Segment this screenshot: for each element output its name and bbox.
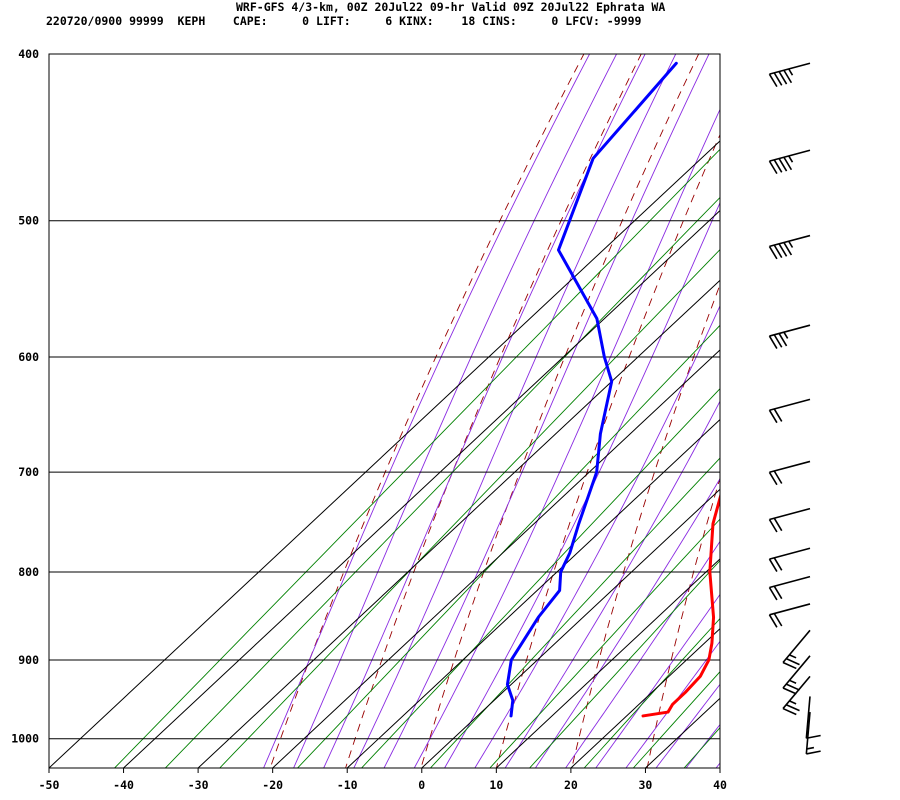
isotherm-line (719, 767, 720, 768)
isotherm-line (570, 627, 720, 768)
moist-adiabat-line (735, 16, 900, 783)
wind-barb (805, 696, 821, 740)
moist-adiabat-line (715, 762, 720, 768)
mixing-ratio-line (164, 196, 720, 768)
isotherm-line (197, 279, 720, 768)
mixing-ratio-line (296, 324, 720, 768)
mixing-ratio-line (583, 617, 720, 768)
x-tick-label: -30 (188, 778, 209, 792)
x-tick-label: -40 (113, 778, 134, 792)
wind-barbs (768, 62, 821, 755)
temperature-line (641, 492, 720, 718)
moist-adiabat-line (685, 723, 720, 768)
mixing-ratio-line (113, 148, 720, 768)
moist-adiabat-line (534, 477, 720, 768)
dry-adiabat-line (720, 16, 900, 783)
x-tick-label: 40 (713, 778, 727, 792)
dry-adiabat-line (269, 54, 585, 768)
dry-adiabat-line (420, 54, 700, 768)
isotherm-line (421, 488, 720, 768)
wind-barb (805, 712, 821, 755)
moist-adiabat-line (293, 54, 618, 768)
wind-barb (768, 62, 811, 88)
x-tick-label: 20 (564, 778, 578, 792)
wind-barb (768, 398, 811, 424)
wind-barb (782, 629, 811, 670)
mixing-ratio-line (219, 248, 720, 768)
background-lines (113, 16, 900, 783)
plot-frame (48, 53, 721, 769)
wind-barb (768, 507, 811, 533)
mixing-ratio-line (360, 388, 720, 768)
dewpoint-line (505, 61, 678, 718)
axis-labels: 400 500 600 700 800 900 1000 -50 -40 -30 -20 -10 0 10… (11, 47, 727, 792)
isotherm-line (645, 697, 720, 768)
wind-barb (768, 547, 811, 572)
wind-barb (782, 655, 811, 695)
moist-adiabat-line (353, 54, 677, 768)
x-tick-label: 30 (639, 778, 653, 792)
mixing-ratio-line (489, 518, 720, 768)
sounding-indices: 220720/0900 99999 KEPH CAPE: 0 LIFT: 6 K… (46, 14, 642, 28)
wind-barb (768, 603, 811, 628)
dry-adiabat-line (872, 16, 900, 783)
x-tick-label: 10 (489, 778, 503, 792)
moist-adiabat-line (625, 640, 720, 768)
isotherm-line (346, 418, 720, 768)
moist-adiabat-line (474, 304, 720, 768)
x-tick-label: 0 (418, 778, 425, 792)
wind-barb (768, 575, 811, 601)
dry-adiabat-line (796, 16, 900, 783)
wind-barb (768, 460, 811, 486)
moist-adiabat-line (655, 683, 720, 768)
y-tick-label: 800 (18, 565, 39, 579)
dry-adiabat-line (495, 133, 720, 768)
isotherm-line (272, 349, 720, 768)
isotherm-isobar-grid (49, 54, 720, 768)
y-tick-label: 600 (18, 350, 39, 364)
mixing-ratio-line (429, 457, 720, 768)
moist-adiabat-line (565, 540, 720, 768)
mixing-ratio-line (632, 670, 720, 768)
moist-adiabat-line (263, 54, 591, 768)
mixing-ratio-line (528, 559, 720, 768)
y-tick-label: 700 (18, 465, 39, 479)
moist-adiabat-line (413, 108, 720, 768)
sounding-series (505, 61, 720, 718)
y-tick-label: 500 (18, 214, 39, 228)
x-tick-label: -20 (262, 778, 283, 792)
moist-adiabat-line (444, 201, 720, 768)
isotherm-line (123, 209, 720, 768)
isotherm-line (495, 558, 720, 768)
dry-adiabat-line (646, 476, 720, 768)
wind-barb (768, 234, 811, 260)
dry-adiabat-line (345, 54, 642, 768)
moist-adiabat-line (323, 54, 646, 768)
x-tick-label: -10 (337, 778, 358, 792)
isotherm-line (49, 140, 720, 768)
y-tick-label: 900 (18, 653, 39, 667)
y-tick-label: 1000 (11, 732, 39, 746)
wind-barb (782, 675, 811, 716)
moist-adiabat-line (504, 400, 720, 768)
x-tick-label: -50 (39, 778, 60, 792)
wind-barb (768, 324, 811, 349)
chart-title: WRF-GFS 4/3-km, 00Z 20Jul22 09-hr Valid … (236, 0, 666, 14)
dry-adiabat-line (571, 283, 720, 768)
wind-barb (768, 149, 811, 175)
y-tick-label: 400 (18, 47, 39, 61)
moist-adiabat-line (383, 54, 710, 768)
